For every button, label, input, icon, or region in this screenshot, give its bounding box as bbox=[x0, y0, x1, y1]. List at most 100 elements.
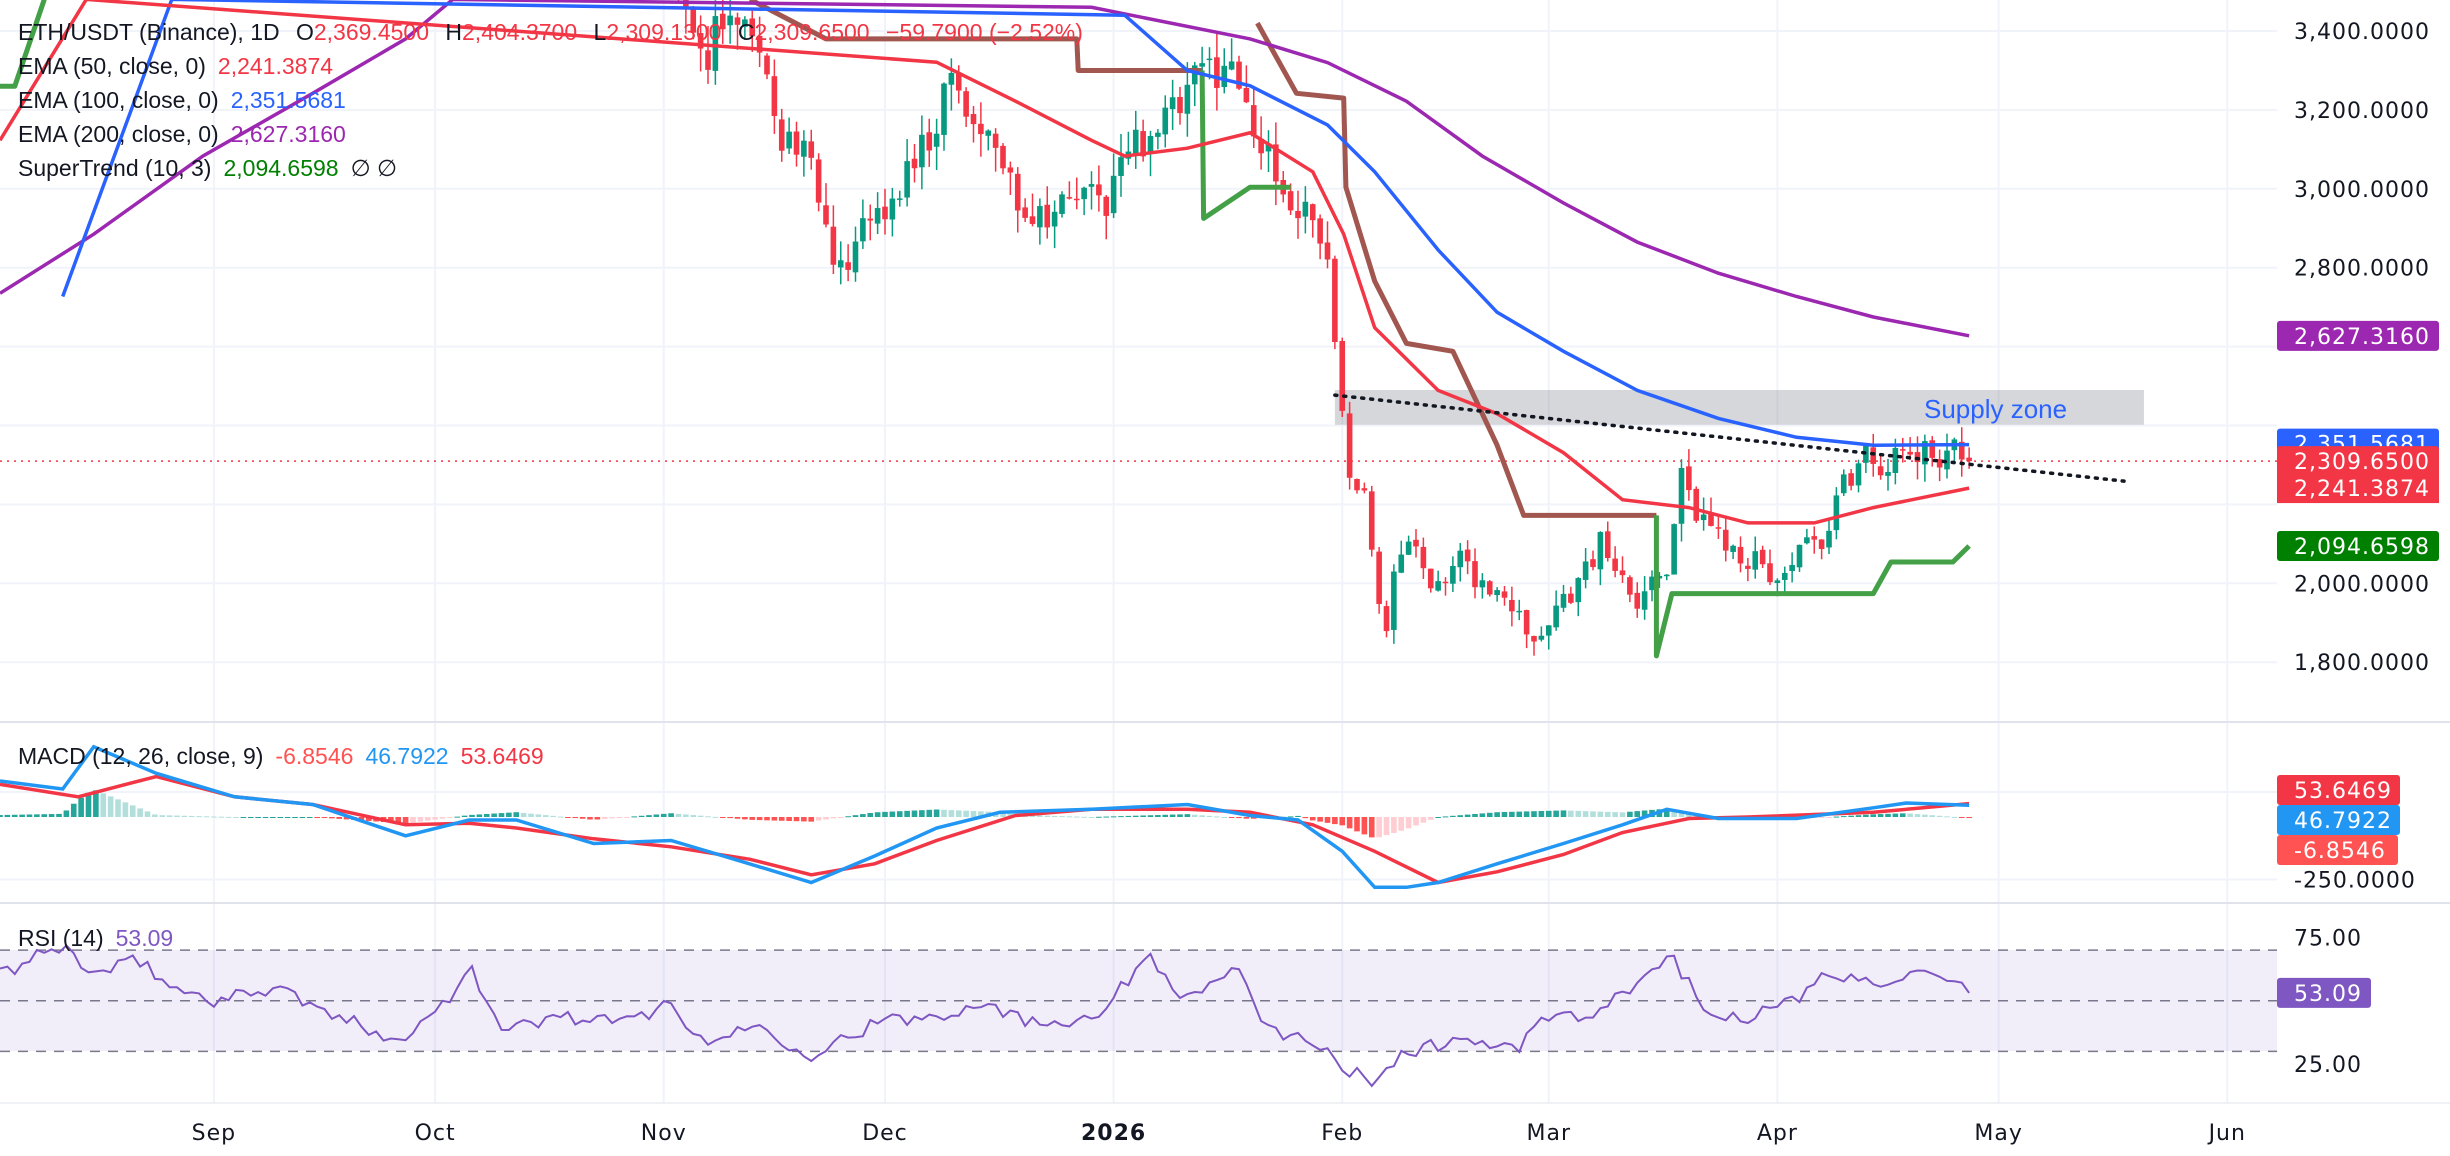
candle[interactable] bbox=[919, 115, 925, 190]
candle[interactable] bbox=[1118, 133, 1124, 197]
candle[interactable] bbox=[889, 187, 896, 237]
candle[interactable] bbox=[1405, 535, 1412, 555]
candle[interactable] bbox=[1368, 485, 1375, 557]
candle[interactable] bbox=[801, 130, 807, 177]
candle[interactable] bbox=[1486, 580, 1493, 597]
candle[interactable] bbox=[1376, 547, 1382, 614]
candle[interactable] bbox=[1420, 537, 1427, 579]
candle[interactable] bbox=[1627, 575, 1633, 603]
candle[interactable] bbox=[1752, 536, 1759, 579]
candle[interactable] bbox=[1332, 255, 1338, 350]
candle[interactable] bbox=[1059, 191, 1065, 218]
candle[interactable] bbox=[1317, 214, 1323, 260]
candle[interactable] bbox=[1649, 570, 1655, 602]
candle[interactable] bbox=[1162, 95, 1169, 148]
candle[interactable] bbox=[933, 118, 940, 170]
candle[interactable] bbox=[1435, 570, 1441, 592]
candle[interactable] bbox=[874, 192, 881, 235]
candle[interactable] bbox=[1022, 198, 1028, 222]
candle[interactable] bbox=[911, 143, 918, 183]
rsi-label[interactable]: RSI (14) bbox=[18, 925, 104, 951]
candle[interactable] bbox=[1671, 523, 1677, 575]
candle[interactable] bbox=[1737, 536, 1744, 573]
candle[interactable] bbox=[1302, 186, 1309, 234]
candle[interactable] bbox=[852, 226, 859, 282]
candle[interactable] bbox=[1295, 190, 1301, 239]
candle[interactable] bbox=[1678, 459, 1685, 542]
candle[interactable] bbox=[1265, 130, 1272, 173]
candle[interactable] bbox=[1663, 574, 1670, 581]
candle[interactable] bbox=[1560, 584, 1567, 612]
candle[interactable] bbox=[1132, 110, 1139, 169]
candle[interactable] bbox=[815, 153, 822, 212]
candle[interactable] bbox=[1516, 599, 1523, 621]
ema100-label[interactable]: EMA (100, close, 0) bbox=[18, 87, 219, 113]
candle[interactable] bbox=[1096, 165, 1102, 212]
candle[interactable] bbox=[1818, 539, 1825, 560]
candle[interactable] bbox=[1044, 186, 1051, 239]
candle[interactable] bbox=[1811, 526, 1818, 554]
candle[interactable] bbox=[1258, 116, 1264, 170]
symbol-title[interactable]: ETH/USDT (Binance), 1D bbox=[18, 19, 280, 45]
candle[interactable] bbox=[1309, 203, 1316, 238]
candle[interactable] bbox=[1863, 443, 1869, 474]
candle[interactable] bbox=[1804, 528, 1810, 545]
candle[interactable] bbox=[963, 87, 969, 127]
candle[interactable] bbox=[1457, 543, 1464, 582]
candle[interactable] bbox=[926, 118, 933, 167]
candle[interactable] bbox=[1088, 171, 1095, 210]
candle[interactable] bbox=[1073, 177, 1080, 210]
ema200-label[interactable]: EMA (200, close, 0) bbox=[18, 121, 219, 147]
candle[interactable] bbox=[1014, 167, 1021, 233]
candle[interactable] bbox=[1250, 86, 1257, 149]
candle[interactable] bbox=[1597, 531, 1604, 586]
candle[interactable] bbox=[1958, 427, 1965, 477]
candle[interactable] bbox=[1700, 497, 1707, 531]
candle[interactable] bbox=[1641, 576, 1648, 620]
candle[interactable] bbox=[1324, 221, 1331, 269]
candle[interactable] bbox=[1509, 586, 1515, 627]
candle[interactable] bbox=[1479, 573, 1486, 599]
candle[interactable] bbox=[1398, 540, 1405, 574]
supply-zone-box[interactable] bbox=[1334, 389, 2144, 425]
candle[interactable] bbox=[1686, 449, 1692, 501]
candle[interactable] bbox=[1501, 585, 1508, 606]
candle[interactable] bbox=[727, 0, 733, 44]
candle[interactable] bbox=[1582, 547, 1589, 589]
candle[interactable] bbox=[1125, 131, 1132, 165]
candle[interactable] bbox=[1877, 455, 1884, 480]
candle[interactable] bbox=[749, 10, 756, 52]
candle[interactable] bbox=[1464, 540, 1471, 575]
candle[interactable] bbox=[1081, 186, 1087, 216]
candle[interactable] bbox=[1037, 198, 1043, 245]
candle[interactable] bbox=[1361, 482, 1368, 494]
candle[interactable] bbox=[1826, 519, 1832, 555]
candle[interactable] bbox=[1177, 86, 1183, 125]
candle[interactable] bbox=[1929, 436, 1936, 467]
candle[interactable] bbox=[1523, 609, 1530, 649]
trendline-dotted[interactable] bbox=[1333, 393, 2126, 483]
candle[interactable] bbox=[1339, 337, 1346, 417]
candle[interactable] bbox=[1656, 572, 1663, 588]
candle[interactable] bbox=[764, 53, 770, 80]
candle[interactable] bbox=[1169, 79, 1176, 130]
candle[interactable] bbox=[1066, 181, 1073, 200]
candle[interactable] bbox=[978, 102, 984, 157]
candle[interactable] bbox=[882, 188, 888, 235]
candle[interactable] bbox=[771, 59, 778, 134]
candle[interactable] bbox=[1855, 459, 1862, 493]
candle[interactable] bbox=[1951, 437, 1958, 461]
time-scale[interactable] bbox=[0, 1104, 2450, 1156]
candle[interactable] bbox=[1796, 544, 1803, 572]
candle[interactable] bbox=[1427, 568, 1434, 593]
candle[interactable] bbox=[1029, 193, 1036, 227]
candle[interactable] bbox=[1110, 153, 1117, 219]
candle[interactable] bbox=[1575, 577, 1582, 617]
candle[interactable] bbox=[867, 204, 874, 241]
candle[interactable] bbox=[1767, 549, 1773, 586]
candle[interactable] bbox=[904, 139, 910, 207]
candle[interactable] bbox=[1494, 587, 1500, 602]
candle[interactable] bbox=[1745, 557, 1751, 582]
candle[interactable] bbox=[786, 117, 792, 155]
